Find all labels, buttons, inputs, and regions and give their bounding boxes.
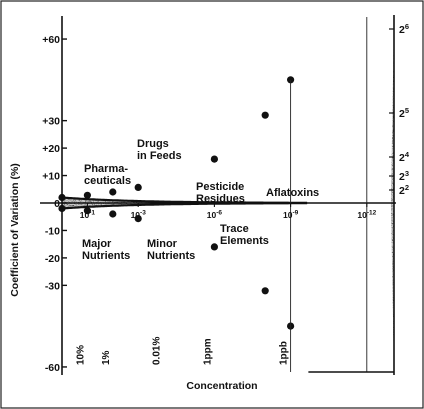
y-tick-label-2: +20 <box>42 143 60 155</box>
lower-point-3 <box>134 215 142 223</box>
y-tick-label-0: +60 <box>42 34 60 46</box>
region-label-1: Drugs in Feeds <box>137 138 182 162</box>
upper-point-4 <box>210 155 218 163</box>
y-tick-label-6: -20 <box>45 253 60 265</box>
y-axis-title: Coefficient of Variation (%) <box>9 163 21 297</box>
upper-point-3 <box>134 183 142 191</box>
labels-layer: 10-1 10-3 10-6 10-9 10-12 10% 1% 0.01% 1ppm 1ppb P… <box>75 138 376 365</box>
dilution-label-3: 10-9 <box>283 210 299 221</box>
region-label-6: Trace Elements <box>220 223 269 247</box>
lower-point-1 <box>83 207 91 215</box>
x-tick-label-0: 10% <box>75 345 86 365</box>
lower-point-5 <box>261 287 269 295</box>
x-axis-title: Concentration <box>186 380 257 392</box>
x-tick-label-1: 1% <box>101 350 112 365</box>
lower-point-4 <box>210 243 218 251</box>
y-tick-label-1: +30 <box>42 116 60 128</box>
x-tick-label-4: 1ppb <box>279 341 290 365</box>
dilution-label-0: 10-1 <box>80 210 96 221</box>
right-tick-label-2: 24 <box>399 150 410 164</box>
lower-point-2 <box>109 210 117 218</box>
y-tick-label-3: +10 <box>42 171 60 183</box>
region-label-4: Major Nutrients <box>82 238 130 262</box>
region-label-2: Pesticide Residues <box>196 181 245 205</box>
region-label-5: Minor Nutrients <box>147 238 195 262</box>
y-tick-label-8: -60 <box>45 362 60 374</box>
right-tick-label-0: 26 <box>399 22 409 36</box>
dilution-label-4: 10-12 <box>357 210 376 221</box>
upper-point-1 <box>83 191 91 199</box>
upper-point-6 <box>287 76 295 84</box>
right-tick-label-1: 25 <box>399 106 409 120</box>
region-label-0: Pharma-ceuticals <box>84 163 131 187</box>
right-tick-label-4: 22 <box>399 183 409 197</box>
y-tick-label-7: -30 <box>45 280 60 292</box>
upper-point-5 <box>261 111 269 119</box>
dilution-label-1: 10-3 <box>131 210 147 221</box>
y-tick-label-4: 0 <box>54 198 60 210</box>
dilution-label-2: 10-6 <box>207 210 223 221</box>
right-tick-label-3: 23 <box>399 169 409 183</box>
x-tick-label-3: 1ppm <box>202 338 213 365</box>
region-label-3: Aflatoxins <box>266 187 319 199</box>
y-tick-label-5: -10 <box>45 225 60 237</box>
upper-point-2 <box>109 188 117 196</box>
x-tick-label-2: 0.01% <box>152 337 163 365</box>
